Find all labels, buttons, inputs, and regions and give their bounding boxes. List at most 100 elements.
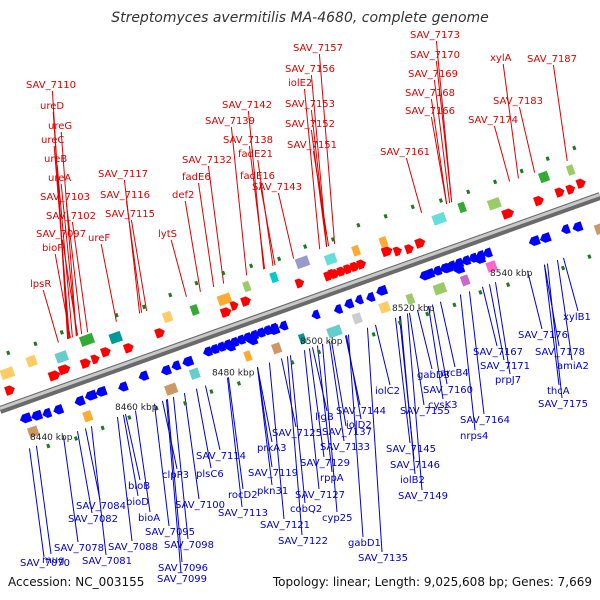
- bottom-gene-label: SAV_7175: [538, 399, 588, 410]
- top-leader-line: [518, 106, 536, 173]
- bottom-gene-label: SAV_7133: [320, 442, 370, 453]
- bottom-gene-label: xylB1: [563, 312, 591, 323]
- feature-block: [297, 333, 307, 345]
- reverse-gene-arrow: [468, 252, 479, 263]
- bottom-gene-label: SAV_7088: [108, 542, 158, 553]
- forward-gene-arrow: [575, 178, 586, 189]
- marker-tick: [100, 425, 105, 431]
- leader-lines: [28, 40, 579, 574]
- feature-block: [326, 324, 343, 339]
- bottom-leader-line: [427, 305, 444, 400]
- bottom-gene-label: clpP3: [162, 470, 189, 481]
- bottom-leader-line: [408, 312, 425, 406]
- bottom-gene-label: SAV_7178: [535, 347, 585, 358]
- bottom-gene-label: SAV_7084: [76, 501, 126, 512]
- top-gene-label: SAV_7139: [205, 116, 255, 127]
- bottom-gene-label: SAV_7125: [272, 428, 322, 439]
- bottom-gene-label: SAV_7137: [322, 427, 372, 438]
- top-gene-label: ureG: [48, 121, 72, 132]
- reverse-gene-arrow: [333, 304, 344, 314]
- bottom-gene-label: mug: [42, 555, 64, 566]
- top-gene-label: fadE6: [182, 172, 211, 183]
- feature-block: [537, 170, 551, 184]
- bottom-gene-label: SAV_7099: [157, 574, 207, 585]
- feature-block: [188, 367, 201, 380]
- bottom-leader-line: [366, 327, 383, 553]
- forward-gene-arrow: [47, 370, 61, 382]
- bottom-leader-line: [166, 399, 183, 563]
- bottom-leader-line: [543, 264, 560, 386]
- forward-gene-arrow: [342, 264, 353, 275]
- bottom-gene-label: SAV_7135: [358, 553, 408, 564]
- marker-tick: [114, 312, 119, 318]
- reverse-gene-arrow: [482, 247, 493, 258]
- bottom-gene-label: SAV_7145: [386, 444, 436, 455]
- bottom-leader-line: [488, 284, 505, 361]
- bottom-leader-line: [76, 431, 93, 514]
- top-leader-line: [277, 192, 295, 259]
- reverse-gene-arrow: [182, 355, 195, 367]
- forward-gene-arrow: [90, 354, 100, 365]
- bottom-gene-label: iolC2: [375, 386, 400, 397]
- axis-tick-label: 8480 kbp: [212, 368, 255, 378]
- axis-tick-label: 8440 kbp: [30, 433, 73, 443]
- top-gene-label: def2: [172, 190, 194, 201]
- bottom-leader-line: [416, 309, 433, 370]
- top-gene-label: SAV_7143: [252, 182, 302, 193]
- top-leader-line: [65, 202, 83, 335]
- bottom-leader-line: [468, 291, 485, 415]
- bottom-gene-label: SAV_7096: [158, 563, 208, 574]
- reverse-gene-arrow: [475, 250, 486, 261]
- feature-block: [459, 274, 471, 287]
- map-title: Streptomyces avermitilis MA-4680, comple…: [111, 10, 489, 26]
- top-leader-line: [42, 289, 59, 343]
- bottom-leader-line: [526, 270, 543, 330]
- bottom-gene-label: SAV_7119: [248, 468, 298, 479]
- reverse-gene-arrow: [236, 334, 247, 345]
- bottom-gene-label: SAV_7100: [175, 500, 225, 511]
- reverse-gene-arrow: [528, 235, 541, 247]
- reverse-gene-arrow: [354, 294, 364, 305]
- feature-block: [164, 382, 179, 396]
- feature-block: [243, 350, 253, 362]
- top-gene-label: ureF: [88, 233, 110, 244]
- bottom-gene-label: cysK3: [428, 400, 458, 411]
- reverse-gene-arrow: [118, 381, 129, 392]
- marker-tick: [438, 198, 443, 203]
- feature-block: [431, 211, 447, 226]
- top-gene-label: SAV_7116: [100, 190, 150, 201]
- bottom-leader-line: [35, 445, 52, 555]
- bottom-gene-label: SAV_7098: [164, 540, 214, 551]
- bottom-leader-line: [345, 335, 362, 420]
- reverse-gene-arrow: [84, 389, 98, 401]
- bottom-gene-label: SAV_7146: [390, 460, 440, 471]
- marker-tick: [168, 292, 173, 298]
- bottom-leader-line: [347, 334, 364, 538]
- bottom-gene-label: cobQ2: [290, 504, 322, 515]
- bottom-leader-line: [406, 313, 423, 491]
- feature-block: [405, 293, 416, 305]
- top-gene-label: SAV_7157: [293, 43, 343, 54]
- marker-tick: [572, 145, 577, 151]
- backbone-highlight: [0, 193, 600, 410]
- marker-tick: [493, 179, 498, 185]
- forward-gene-arrow: [57, 364, 71, 376]
- feature-block: [323, 252, 338, 266]
- top-gene-label: ureD: [40, 101, 64, 112]
- top-leader-line: [60, 131, 77, 337]
- reverse-gene-arrow: [539, 232, 552, 243]
- reverse-gene-arrow: [53, 403, 65, 415]
- feature-block: [216, 292, 233, 307]
- forward-gene-arrow: [154, 328, 165, 339]
- bottom-gene-label: SAV_7095: [145, 527, 195, 538]
- bottom-leader-line: [316, 345, 333, 473]
- marker-tick: [127, 415, 132, 420]
- top-gene-label: SAV_7187: [527, 54, 577, 65]
- reverse-gene-arrow: [425, 268, 436, 279]
- top-leader-line: [125, 200, 143, 313]
- marker-tick: [73, 436, 79, 441]
- axis-tick-label: 8520 kbp: [392, 304, 435, 314]
- bottom-gene-label: bioB: [128, 481, 150, 492]
- forward-gene-arrow: [79, 358, 91, 369]
- top-leader-line: [61, 239, 79, 336]
